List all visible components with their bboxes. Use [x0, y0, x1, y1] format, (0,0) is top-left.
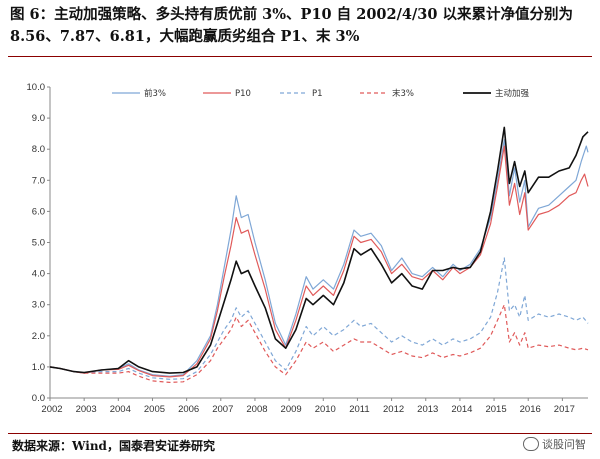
- y-tick-label: 7.0: [32, 175, 45, 186]
- y-tick-label: 0.0: [32, 393, 45, 404]
- y-tick-label: 9.0: [32, 113, 45, 124]
- chart-legend: 前3% P10 P1 末3% 主动加强: [112, 88, 530, 99]
- y-tick-label: 2.0: [32, 331, 45, 342]
- series-line: [49, 145, 589, 378]
- x-tick-label: 2005: [144, 404, 165, 415]
- x-tick-label: 2007: [212, 404, 233, 415]
- legend-label: 末3%: [392, 88, 414, 99]
- x-tick-label: 2014: [451, 404, 472, 415]
- legend-label: P10: [235, 89, 251, 99]
- series-lines: [49, 126, 589, 383]
- y-tick-label: 4.0: [32, 269, 45, 280]
- series-line: [49, 139, 589, 377]
- y-tick-label: 5.0: [32, 238, 45, 249]
- x-tick-label: 2009: [281, 404, 302, 415]
- legend-label: P1: [312, 89, 323, 99]
- wechat-icon: [523, 437, 539, 451]
- x-tick-label: 2004: [110, 404, 131, 415]
- y-tick-label: 10.0: [27, 82, 46, 93]
- y-tick-label: 6.0: [32, 206, 45, 217]
- y-tick-label: 3.0: [32, 300, 45, 311]
- source-divider: [8, 433, 592, 434]
- x-tick-label: 2013: [417, 404, 438, 415]
- chart-axes: [49, 87, 588, 399]
- y-tick-label: 1.0: [32, 362, 45, 373]
- x-tick-label: 2003: [76, 404, 97, 415]
- watermark-text: 谈股问智: [542, 438, 586, 451]
- x-tick-labels: 2002 2003 2004 2005 2006 2007 2008 2009 2010 2011…: [41, 398, 575, 415]
- legend-label: 主动加强: [495, 88, 530, 99]
- x-tick-label: 2015: [485, 404, 506, 415]
- x-tick-label: 2006: [178, 404, 199, 415]
- series-line: [49, 257, 589, 380]
- x-tick-label: 2016: [520, 404, 541, 415]
- watermark: 谈股问智: [523, 436, 586, 452]
- title-divider: [8, 56, 592, 57]
- x-tick-label: 2002: [41, 404, 62, 415]
- x-tick-label: 2010: [315, 404, 336, 415]
- y-tick-label: 8.0: [32, 144, 45, 155]
- series-line: [49, 126, 589, 374]
- page-title: 图 6：主动加强策略、多头持有质优前 3%、P10 自 2002/4/30 以来…: [10, 6, 573, 45]
- x-tick-label: 2017: [554, 404, 575, 415]
- y-tick-labels: 0.0 1.0 2.0 3.0 4.0 5.0 6.0 7.0 8.0 9.0 10.0: [27, 82, 50, 404]
- x-tick-label: 2012: [383, 404, 404, 415]
- legend-label: 前3%: [144, 88, 166, 99]
- x-tick-label: 2011: [349, 404, 369, 415]
- x-tick-label: 2008: [246, 404, 267, 415]
- source-note: 数据来源：Wind，国泰君安证券研究: [12, 439, 215, 453]
- series-line: [49, 304, 589, 383]
